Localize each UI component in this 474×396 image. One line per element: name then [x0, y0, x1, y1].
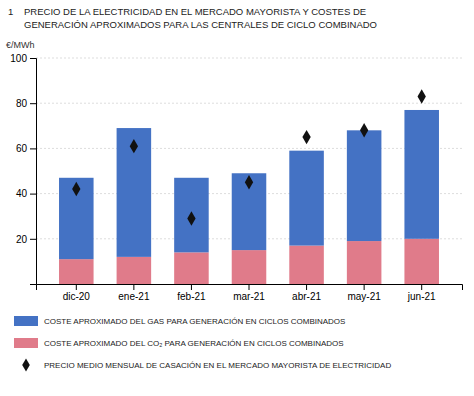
y-axis-line: [30, 59, 37, 285]
y-tick-mark: [30, 148, 36, 149]
y-tick-label: 20: [16, 234, 28, 245]
bar: [174, 252, 209, 284]
y-tick: 100: [10, 53, 36, 64]
y-tick: 80: [16, 98, 36, 109]
bar: [347, 130, 382, 241]
x-tick-label: abr-21: [292, 291, 321, 302]
x-tick-mark: [191, 284, 192, 290]
y-axis-label: €/MWh: [6, 40, 35, 50]
y-tick-label: 40: [16, 188, 28, 199]
bar: [289, 151, 324, 246]
x-tick: feb-21: [177, 284, 206, 302]
x-tick: abr-21: [292, 284, 321, 302]
chart-container: 1 PRECIO DE LA ELECTRICIDAD EN EL MERCADO…: [0, 0, 474, 396]
legend-label: COSTE APROXIMADO DEL CO₂ PARA GENERACIÓN…: [44, 339, 344, 348]
legend-swatch: [22, 358, 30, 371]
title: PRECIO DE LA ELECTRICIDAD EN EL MERCADO …: [24, 6, 366, 17]
point: [418, 89, 426, 103]
bar: [289, 246, 324, 284]
grid-line: [36, 148, 462, 149]
legend-item: COSTE APROXIMADO DEL CO₂ PARA GENERACIÓN…: [14, 338, 344, 348]
x-tick-label: mar-21: [233, 291, 265, 302]
annotation: 1: [8, 6, 13, 17]
x-tick: ene-21: [118, 284, 150, 302]
x-axis: dic-20 ene-21 feb-21 mar-21 abr-21 may-21 jun-…: [37, 284, 463, 302]
bar: [117, 257, 152, 284]
y-tick-label: 100: [10, 53, 27, 64]
x-tick-mark: [306, 284, 307, 290]
bar: [347, 241, 382, 284]
y-tick: 20: [16, 234, 36, 245]
y-tick-mark: [30, 194, 36, 195]
y-tick-mark: [30, 58, 36, 59]
x-tick: jun-21: [407, 284, 436, 302]
x-tick-mark: [76, 284, 77, 290]
y-tick-mark: [30, 239, 36, 240]
legend: COSTE APROXIMADO DEL GAS PARA GENERACIÓN…: [14, 316, 391, 372]
y-tick-mark: [30, 103, 36, 104]
x-tick-label: may-21: [347, 291, 381, 302]
legend-item: COSTE APROXIMADO DEL GAS PARA GENERACIÓN…: [14, 316, 345, 326]
bar: [174, 178, 209, 253]
x-tick-mark: [364, 284, 365, 290]
point: [187, 211, 195, 225]
bar: [232, 250, 267, 284]
x-tick-label: jun-21: [407, 291, 436, 302]
x-tick-label: dic-20: [63, 291, 91, 302]
plot: €/MWh 20 40 60 80 100 dic-20 ene-21 feb-21 mar-21…: [6, 40, 463, 302]
bar: [117, 128, 152, 257]
legend-label: PRECIO MEDIO MENSUAL DE CASACIÓN EN EL M…: [44, 361, 391, 370]
x-tick-mark: [421, 284, 422, 290]
chart: 1 PRECIO DE LA ELECTRICIDAD EN EL MERCADO…: [0, 0, 474, 396]
bar: [404, 239, 439, 284]
bar: [232, 173, 267, 250]
legend-item: PRECIO MEDIO MENSUAL DE CASACIÓN EN EL M…: [22, 358, 391, 371]
point: [360, 123, 368, 137]
marks: [59, 89, 439, 284]
subtitle: GENERACIÓN APROXIMADOS PARA LAS CENTRALE…: [24, 19, 377, 30]
x-tick-label: ene-21: [118, 291, 150, 302]
x-tick: dic-20: [63, 284, 91, 302]
point-series: [72, 89, 426, 225]
y-tick: 60: [16, 143, 36, 154]
x-axis-line: [37, 285, 463, 291]
point: [72, 182, 80, 196]
point: [302, 130, 310, 144]
point: [130, 139, 138, 153]
y-tick-label: 60: [16, 143, 28, 154]
bar-series: [59, 110, 439, 259]
legend-swatch: [14, 338, 38, 348]
legend-swatch: [14, 316, 38, 326]
legend-label: COSTE APROXIMADO DEL GAS PARA GENERACIÓN…: [44, 317, 345, 326]
x-tick-mark: [249, 284, 250, 290]
bar: [404, 110, 439, 239]
point: [245, 175, 253, 189]
x-tick: may-21: [347, 284, 381, 302]
x-tick: mar-21: [233, 284, 265, 302]
grid-line: [36, 103, 462, 104]
y-tick: 40: [16, 188, 36, 199]
x-tick-label: feb-21: [177, 291, 206, 302]
y-axis: 20 40 60 80 100: [10, 53, 36, 285]
x-tick-mark: [133, 284, 134, 290]
bar: [59, 178, 94, 259]
bar: [59, 259, 94, 284]
y-tick-label: 80: [16, 98, 28, 109]
grid-line: [36, 58, 462, 59]
